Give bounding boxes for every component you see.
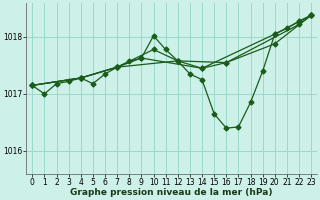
X-axis label: Graphe pression niveau de la mer (hPa): Graphe pression niveau de la mer (hPa) bbox=[70, 188, 273, 197]
